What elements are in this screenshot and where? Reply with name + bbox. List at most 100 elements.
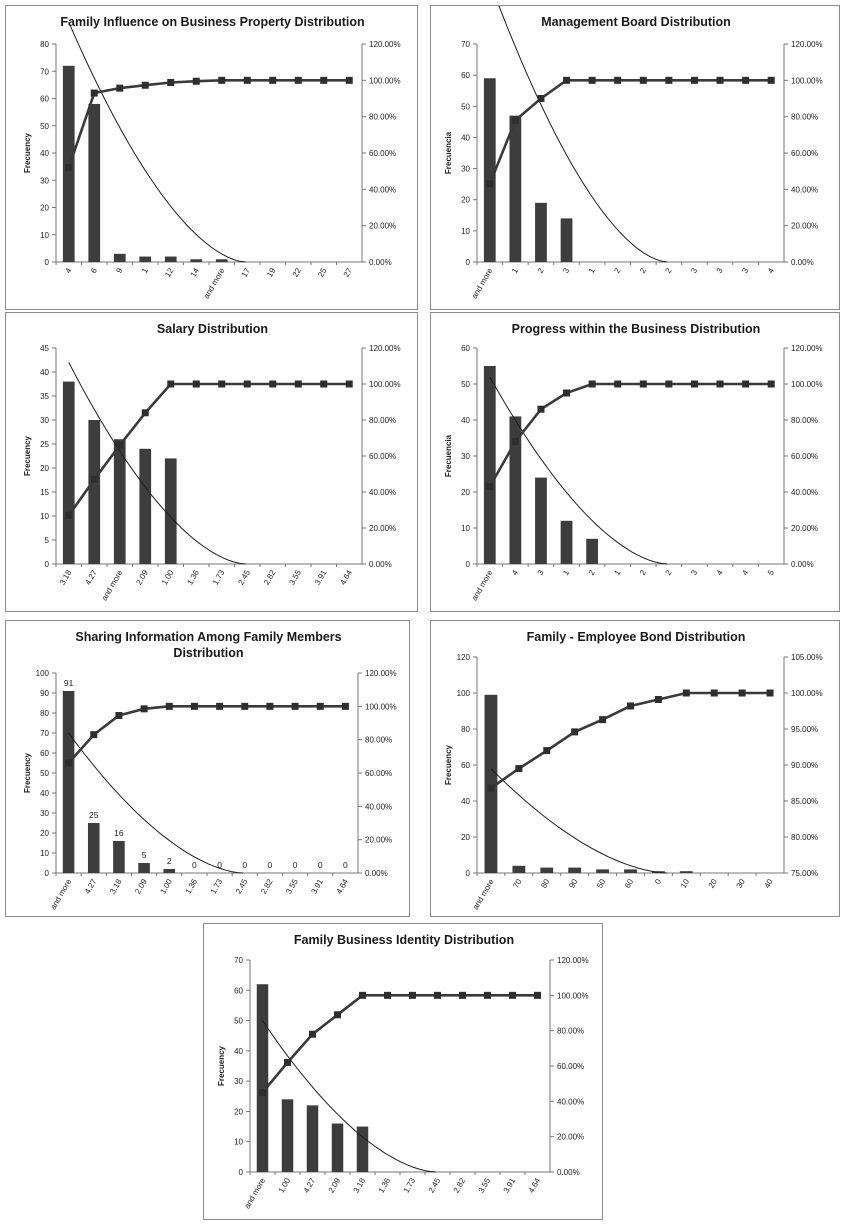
bar — [113, 841, 125, 873]
y-tick-label: 25 — [40, 440, 49, 449]
x-tick-label: and more — [471, 877, 496, 911]
y2-tick-label: 105.00% — [791, 653, 823, 662]
x-tick-label: 14 — [189, 266, 202, 279]
chart-panel-family-influence: Family Influence on Business Property Di… — [5, 5, 418, 310]
cumulative-line — [67, 79, 350, 168]
y-tick-label: 60 — [234, 986, 243, 995]
cumulative-marker — [716, 76, 724, 84]
cumulative-marker — [116, 441, 124, 449]
y-tick-label: 60 — [461, 761, 470, 770]
x-tick-label: 22 — [291, 266, 304, 279]
x-tick-label: 1.36 — [377, 1176, 393, 1194]
bar — [113, 439, 126, 564]
x-tick-label: 3.18 — [108, 877, 124, 895]
x-tick-label: 2.09 — [327, 1176, 343, 1194]
chart-panel-management-board: Management Board Distribution 0 10 20 30 40 50… — [430, 5, 840, 310]
cumulative-marker — [266, 702, 274, 710]
cumulative-marker — [65, 511, 73, 519]
y2-tick-label: 120.00% — [791, 344, 823, 353]
x-tick-label: 3.91 — [309, 877, 325, 895]
cumulative-marker — [534, 991, 541, 999]
x-tick-label: 2.45 — [234, 877, 250, 895]
y-axis-label: Frecuencia — [444, 434, 453, 477]
cumulative-marker — [639, 76, 647, 84]
x-tick-label: 2.82 — [259, 877, 275, 895]
bar — [560, 520, 573, 564]
chart-title: Family - Employee Bond Distribution — [527, 630, 746, 644]
y-tick-label: 50 — [461, 102, 470, 111]
x-tick-label: 4.64 — [338, 568, 354, 586]
y-tick-label: 10 — [40, 231, 49, 240]
y-tick-label: 90 — [40, 689, 49, 698]
cumulative-marker — [320, 380, 328, 388]
y2-tick-label: 60.00% — [791, 452, 818, 461]
cumulative-marker — [710, 689, 718, 697]
y-tick-label: 20 — [40, 464, 49, 473]
x-tick-label: 3 — [536, 568, 546, 577]
cumulative-marker — [65, 164, 73, 172]
cumulative-marker — [665, 76, 673, 84]
y2-tick-label: 20.00% — [365, 836, 392, 845]
cumulative-marker — [218, 380, 226, 388]
bar — [484, 694, 498, 873]
bar — [509, 115, 522, 262]
y2-tick-label: 120.00% — [791, 40, 823, 49]
x-tick-label: 2 — [664, 266, 674, 275]
x-tick-label: 1.36 — [184, 877, 200, 895]
y-tick-label: 30 — [40, 809, 49, 818]
y2-tick-label: 80.00% — [791, 416, 818, 425]
x-tick-label: 1 — [612, 568, 622, 577]
cumulative-marker — [141, 81, 149, 89]
cumulative-marker — [309, 1030, 316, 1038]
chart-salary: Salary Distribution 0 5 10 15 20 25 30 35 40 45 0.0… — [23, 322, 401, 602]
y-tick-label: 20 — [234, 1107, 243, 1116]
y-axis-label: Frecuency — [217, 1045, 226, 1086]
bar — [190, 259, 203, 262]
chart-panel-sharing-information: Sharing Information Among Family Members… — [5, 620, 410, 917]
y2-tick-label: 80.00% — [369, 113, 396, 122]
x-tick-label: 2.45 — [427, 1176, 443, 1194]
y-tick-label: 60 — [40, 749, 49, 758]
cumulative-marker — [90, 731, 98, 739]
data-label: 0 — [343, 860, 348, 870]
x-tick-label: 1 — [561, 568, 571, 577]
cumulative-marker — [334, 1011, 341, 1019]
cumulative-marker — [316, 702, 324, 710]
cumulative-marker — [116, 84, 124, 92]
y-tick-label: 30 — [461, 452, 470, 461]
y2-tick-label: 40.00% — [791, 185, 818, 194]
y-tick-label: 20 — [461, 833, 470, 842]
cumulative-marker — [216, 702, 224, 710]
y-tick-label: 0 — [466, 258, 471, 267]
cumulative-marker — [192, 380, 200, 388]
chart-family-employee-bond: Family - Employee Bond Distribution 0 20 40… — [444, 630, 823, 911]
y2-tick-label: 80.00% — [791, 833, 818, 842]
y2-tick-label: 80.00% — [365, 736, 392, 745]
cumulative-marker — [269, 380, 277, 388]
y-tick-label: 70 — [461, 40, 470, 49]
y-tick-label: 35 — [40, 392, 49, 401]
y-tick-label: 100 — [36, 669, 50, 678]
bar — [483, 366, 496, 564]
chart-panel-salary: Salary Distribution 0 5 10 15 20 25 30 35 40 45 0.0… — [5, 312, 418, 612]
y-tick-label: 30 — [40, 176, 49, 185]
x-tick-label: 19 — [265, 266, 278, 279]
cumulative-marker — [599, 716, 607, 724]
chart-panel-family-business-identity: Family Business Identity Distribution 0 10… — [203, 923, 603, 1220]
cumulative-marker — [90, 475, 98, 483]
cumulative-marker — [167, 79, 175, 87]
trend-curve — [262, 1020, 437, 1173]
x-tick-label: 4 — [510, 568, 520, 577]
x-tick-label: and more — [49, 877, 74, 911]
y2-tick-label: 0.00% — [791, 560, 814, 569]
y2-tick-label: 20.00% — [557, 1133, 584, 1142]
y-tick-label: 20 — [461, 488, 470, 497]
cumulative-marker — [690, 76, 698, 84]
bar — [88, 420, 101, 564]
x-tick-label: 1 — [510, 266, 520, 275]
x-tick-label: 3.55 — [284, 877, 300, 895]
y-tick-label: 30 — [461, 165, 470, 174]
bar — [139, 448, 152, 564]
x-tick-label: 3 — [561, 266, 571, 275]
cumulative-marker — [243, 76, 251, 84]
